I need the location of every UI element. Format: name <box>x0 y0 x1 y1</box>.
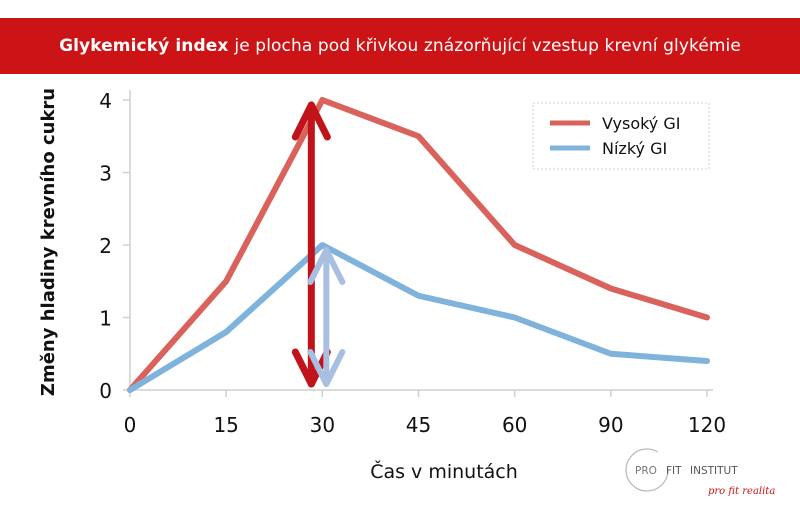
series-line-high-gi <box>127 97 710 393</box>
legend-box <box>532 102 710 170</box>
logo-institut: INSTITUT <box>690 465 738 477</box>
chart-annotations <box>291 101 346 388</box>
series-line-low-gi <box>127 242 710 393</box>
logo-tagline: pro fit realita <box>708 486 775 497</box>
x-tick-label: 45 <box>406 413 431 437</box>
banner-text: je plocha pod křivkou znázorňující vzest… <box>234 36 741 56</box>
x-tick-label: 120 <box>688 413 726 437</box>
y-tick-label: 4 <box>99 89 112 113</box>
chart-legend: Vysoký GI Nízký GI <box>532 102 710 170</box>
arrow-high-gi <box>291 101 331 388</box>
x-tick-label: 0 <box>124 413 137 437</box>
pro-fit-institut-logo: PRO FIT INSTITUT pro fit realita <box>625 448 775 497</box>
logo-pro: PRO <box>635 465 657 477</box>
logo-fit: FIT <box>666 465 682 477</box>
x-axis-label: Čas v minutách <box>370 459 518 483</box>
legend-label: Vysoký GI <box>602 114 680 133</box>
chart-series <box>127 97 710 393</box>
chart-axes: 0 1 2 3 4 0 15 30 45 60 90 120 <box>99 89 726 437</box>
x-tick-label: 15 <box>213 413 238 437</box>
y-axis-label: Změny hladiny krevního cukru <box>38 88 59 396</box>
y-tick-label: 2 <box>99 234 112 258</box>
x-tick-label: 60 <box>502 413 527 437</box>
banner-bold-text: Glykemický index <box>59 36 229 56</box>
x-tick-label: 30 <box>310 413 335 437</box>
y-tick-label: 1 <box>99 307 112 331</box>
x-tick-label: 90 <box>598 413 623 437</box>
y-tick-label: 0 <box>99 379 112 403</box>
title-banner: Glykemický index je plocha pod křivkou z… <box>0 18 800 74</box>
arrow-low-gi <box>307 247 346 387</box>
y-tick-label: 3 <box>99 162 112 186</box>
legend-label: Nízký GI <box>602 139 667 158</box>
logo-ring <box>625 448 669 492</box>
